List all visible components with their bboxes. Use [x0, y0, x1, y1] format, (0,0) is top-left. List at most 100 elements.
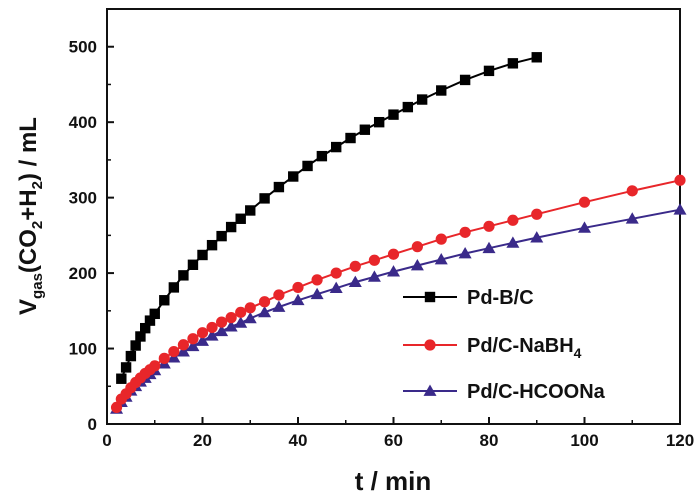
data-point — [177, 339, 189, 351]
data-point — [436, 85, 447, 96]
data-point — [144, 315, 156, 326]
data-point — [225, 221, 237, 233]
x-tick-label: 100 — [570, 431, 598, 450]
data-point — [531, 52, 542, 63]
data-point — [435, 233, 447, 245]
data-point — [205, 329, 219, 341]
data-point — [310, 287, 324, 300]
data-point — [235, 306, 247, 318]
data-point — [258, 296, 271, 308]
x-axis-label: t / min — [355, 466, 432, 496]
series-line — [115, 208, 681, 410]
x-tick-label: 60 — [384, 431, 403, 450]
legend-marker-pd-c-hcoona — [423, 384, 437, 396]
y-axis-label-part2: +H — [15, 189, 42, 220]
data-point — [168, 282, 180, 293]
data-point — [402, 101, 414, 113]
data-point — [273, 289, 285, 301]
y-axis-label: Vgas(CO2+H2) / mL — [15, 117, 46, 315]
data-point — [578, 221, 591, 233]
data-point — [578, 196, 591, 208]
data-point — [367, 270, 381, 282]
data-point — [168, 345, 180, 358]
data-point — [234, 316, 248, 328]
data-point — [359, 124, 371, 135]
y-axis-label-part1: (CO — [15, 229, 42, 273]
data-point — [291, 293, 305, 306]
legend-item-pd-c-nabh4: Pd/C-NaBH4 — [403, 335, 582, 361]
data-point — [331, 141, 342, 153]
legend-label-pd-b-c-main: Pd-B/C — [467, 287, 534, 309]
y-tick-label: 300 — [69, 189, 97, 208]
data-point — [292, 281, 304, 294]
x-tick-label: 0 — [102, 431, 111, 450]
data-point — [197, 249, 208, 261]
data-point — [259, 193, 270, 204]
data-point — [345, 132, 356, 144]
data-point — [110, 401, 123, 413]
data-point — [187, 333, 199, 345]
data-point — [416, 94, 428, 105]
y-tick-label: 100 — [69, 340, 97, 359]
data-point — [225, 312, 237, 324]
data-point — [625, 212, 639, 224]
data-point — [531, 208, 543, 220]
data-point — [120, 362, 132, 373]
y-tick-label: 0 — [88, 415, 97, 434]
data-point — [506, 236, 520, 248]
data-point — [387, 265, 400, 277]
data-point — [373, 116, 385, 128]
axis-ticks: 0 20 40 60 80 100 120 0 100 200 300 400 500 — [69, 8, 694, 450]
data-point — [434, 253, 448, 265]
legend-item-pd-c-hcoona: Pd/C-HCOONa — [403, 381, 606, 403]
x-tick-label: 80 — [480, 431, 499, 450]
data-point — [125, 350, 137, 362]
legend-marker-pd-b-c — [424, 291, 436, 303]
data-point — [329, 281, 343, 294]
data-point — [159, 295, 170, 306]
data-point — [483, 220, 495, 232]
data-point — [316, 150, 328, 162]
x-tick-label: 20 — [193, 431, 212, 450]
series-1 — [110, 174, 686, 413]
series-0 — [116, 52, 542, 384]
legend-label-pd-b-c: Pd-B/C — [467, 287, 534, 309]
data-point — [302, 160, 313, 172]
y-axis-label-main-sub: gas — [29, 273, 46, 299]
data-point — [272, 300, 286, 312]
data-point — [483, 65, 495, 77]
data-point — [673, 203, 687, 215]
data-point — [206, 239, 218, 251]
data-point — [507, 214, 519, 226]
plot-frame — [106, 8, 681, 425]
data-point — [243, 311, 257, 324]
data-point — [158, 352, 170, 364]
series-line — [120, 56, 538, 380]
y-tick-label: 400 — [69, 113, 97, 132]
data-point — [507, 58, 519, 69]
data-point — [178, 270, 189, 281]
series-group — [110, 52, 687, 414]
data-point — [149, 308, 160, 320]
data-point — [349, 260, 361, 272]
data-point — [245, 205, 256, 216]
data-point — [459, 74, 471, 86]
data-point — [458, 246, 472, 259]
legend: Pd-B/C Pd/C-NaBH4 Pd/C-HCOONa — [403, 287, 606, 403]
legend-item-pd-b-c: Pd-B/C — [403, 287, 534, 309]
data-point — [482, 241, 496, 254]
legend-marker-pd-c-nabh4 — [424, 339, 436, 351]
data-point — [135, 331, 146, 342]
data-point — [224, 320, 238, 332]
data-point — [348, 275, 362, 288]
data-point — [530, 231, 544, 243]
legend-label-pd-c-nabh4-sub: 4 — [574, 345, 582, 361]
data-point — [206, 321, 218, 334]
data-point — [387, 248, 400, 260]
data-point — [410, 259, 424, 271]
legend-marker-shape — [424, 291, 436, 303]
data-point — [196, 327, 209, 339]
data-point — [216, 316, 228, 328]
data-point — [149, 360, 161, 372]
